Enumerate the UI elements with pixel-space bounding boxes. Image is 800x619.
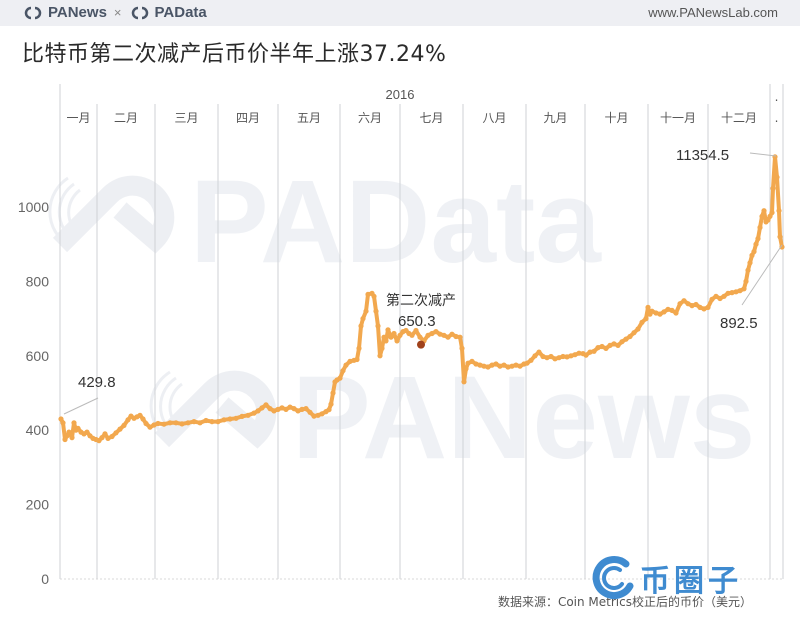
month-label: 五月 xyxy=(297,111,321,125)
badge-text: 币圈子 xyxy=(640,564,742,599)
panews-logo-icon xyxy=(24,6,42,19)
month-label: 七月 xyxy=(419,111,443,125)
watermark-panews: PANews xyxy=(149,352,755,484)
month-label: 二月 xyxy=(114,111,138,125)
month-label: . xyxy=(775,111,779,125)
badge-logo-icon xyxy=(592,556,634,599)
svg-text:PANews: PANews xyxy=(292,352,755,484)
month-label: 三月 xyxy=(174,111,198,125)
svg-text:PAData: PAData xyxy=(190,156,602,288)
header-bar: PANews × PAData www.PANewsLab.com xyxy=(0,0,800,26)
annotation-end: 892.5 xyxy=(720,315,758,332)
y-tick-label: 0 xyxy=(41,571,49,587)
site-url: www.PANewsLab.com xyxy=(648,5,778,20)
annotation-peak: 11354.5 xyxy=(676,147,729,164)
y-tick-label: 800 xyxy=(26,273,50,289)
month-label: 十一月 xyxy=(660,111,696,125)
month-label: 一月 xyxy=(66,111,90,125)
y-tick-label: 1000 xyxy=(18,199,49,215)
peak-leader-line xyxy=(749,152,777,157)
watermark-padata: PAData xyxy=(48,156,602,288)
y-tick-label: 400 xyxy=(26,422,50,438)
annotation-halving-price: 650.3 xyxy=(398,313,436,330)
month-label: 九月 xyxy=(543,111,567,125)
year-label: 2016 xyxy=(386,87,415,102)
annotation-start: 429.8 xyxy=(78,374,116,391)
brand-separator: × xyxy=(113,5,122,20)
y-tick-label: 600 xyxy=(26,348,50,364)
month-label: 四月 xyxy=(236,111,260,125)
brand-panews: PANews xyxy=(48,4,107,21)
brand-padata: PAData xyxy=(154,4,207,21)
y-tick-label: 200 xyxy=(26,497,50,513)
halving-marker xyxy=(417,340,425,349)
price-dots xyxy=(58,154,785,444)
month-labels: 一月 二月 三月 四月 五月 六月 七月 八月 九月 十月 十一月 十二月.. xyxy=(66,90,778,125)
start-leader-line xyxy=(63,397,99,415)
month-label: 八月 xyxy=(482,111,506,125)
chart-title: 比特币第二次减产后币价半年上涨37.24% xyxy=(22,42,447,67)
month-gridlines xyxy=(59,84,784,579)
month-label: 十二月 xyxy=(721,111,757,125)
end-leader-line xyxy=(741,244,783,306)
month-label: 六月 xyxy=(358,111,382,125)
coin-circle-badge: 币圈子 xyxy=(592,556,742,600)
padata-logo-icon xyxy=(131,6,148,19)
month-label: 十月 xyxy=(604,111,628,125)
annotation-halving-label: 第二次减产 xyxy=(386,292,456,309)
y-axis-ticks: 0 200 400 600 800 1000 xyxy=(18,199,49,587)
month-label: . xyxy=(775,90,779,104)
brand-logo: PANews × PAData xyxy=(22,4,207,21)
source-note: 数据来源：Coin Metrics校正后的币价（美元） xyxy=(497,595,752,609)
